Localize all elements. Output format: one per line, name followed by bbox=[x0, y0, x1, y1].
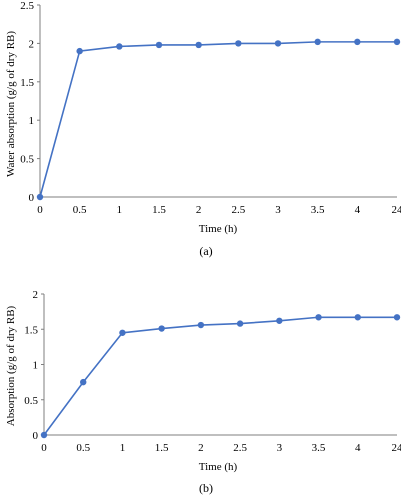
chart-b-data-point bbox=[276, 317, 283, 324]
chart-a-xtick-label: 3.5 bbox=[311, 204, 325, 216]
chart-a-data-point bbox=[116, 43, 123, 50]
chart-a-data-point bbox=[354, 38, 361, 46]
chart-b-data-point bbox=[119, 329, 126, 336]
chart-a-data-point bbox=[76, 47, 83, 55]
chart-b-xtick-label: 0.5 bbox=[76, 442, 90, 454]
chart-b-caption: (b) bbox=[199, 481, 213, 495]
chart-a-xtick-label: 0 bbox=[37, 204, 43, 216]
chart-b-xlabel: Time (h) bbox=[199, 461, 238, 473]
chart-b-data-point bbox=[315, 314, 322, 321]
chart-a-ytick-label: 1.5 bbox=[20, 77, 34, 89]
chart-a-data-point bbox=[195, 41, 202, 49]
chart-b-ytick-label: 1.5 bbox=[24, 324, 38, 336]
chart-b-xtick-label: 1 bbox=[120, 442, 126, 454]
chart-b-series-line bbox=[43, 316, 397, 436]
chart-b-data-point bbox=[354, 314, 361, 321]
chart-b-xtick-label: 24 bbox=[392, 442, 401, 454]
chart-a-ytick-label: 2.5 bbox=[20, 0, 34, 12]
chart-b-ytick-label: 0 bbox=[33, 430, 39, 442]
chart-b-ytick-label: 2 bbox=[33, 289, 39, 301]
chart-a-ytick-label: 2 bbox=[29, 38, 35, 50]
chart-b-data-point bbox=[236, 320, 244, 327]
chart-a-xtick-label: 0.5 bbox=[73, 204, 87, 216]
chart-a-xtick-label: 1 bbox=[117, 204, 123, 216]
chart-a-xtick-label: 4 bbox=[355, 204, 361, 216]
chart-b: Absorption (g/g of dry RB) Time (h) (b) … bbox=[5, 289, 401, 495]
chart-a-xlabel: Time (h) bbox=[199, 223, 238, 235]
chart-a-data-point bbox=[36, 193, 44, 201]
chart-a-data-point bbox=[274, 40, 282, 47]
chart-b-xtick-label: 2 bbox=[198, 442, 204, 454]
chart-a: Water absorption (g/g of dry RB) Time (h… bbox=[5, 0, 401, 258]
chart-a-data-point bbox=[155, 41, 163, 49]
chart-b-xtick-label: 3 bbox=[277, 442, 283, 454]
chart-a-xtick-label: 24 bbox=[392, 204, 401, 216]
chart-b-data-point bbox=[40, 431, 48, 439]
chart-b-xtick-label: 0 bbox=[41, 442, 47, 454]
chart-a-ytick-label: 0 bbox=[29, 192, 35, 204]
chart-a-data-point bbox=[235, 40, 242, 47]
chart-a-ylabel: Water absorption (g/g of dry RB) bbox=[5, 31, 17, 177]
chart-a-data-point bbox=[393, 38, 401, 46]
chart-b-data-point bbox=[197, 321, 205, 329]
chart-a-data-point bbox=[314, 38, 321, 46]
chart-b-ytick-label: 0.5 bbox=[24, 395, 38, 407]
chart-a-ytick-label: 1 bbox=[29, 115, 35, 127]
chart-a-ytick-label: 0.5 bbox=[20, 154, 34, 166]
chart-b-xtick-label: 2.5 bbox=[233, 442, 247, 454]
chart-a-caption: (a) bbox=[199, 244, 212, 258]
chart-a-xtick-label: 2 bbox=[196, 204, 202, 216]
chart-a-xtick-label: 2.5 bbox=[231, 204, 245, 216]
chart-a-xtick-label: 3 bbox=[275, 204, 281, 216]
chart-b-data-point bbox=[80, 378, 87, 386]
chart-b-ytick-label: 1 bbox=[33, 360, 39, 372]
chart-a-xtick-label: 1.5 bbox=[152, 204, 166, 216]
chart-b-xtick-label: 3.5 bbox=[312, 442, 326, 454]
chart-b-data-point bbox=[393, 314, 401, 321]
chart-b-ylabel: Absorption (g/g of dry RB) bbox=[5, 305, 17, 426]
chart-b-xtick-label: 1.5 bbox=[155, 442, 169, 454]
chart-a-series-line bbox=[39, 41, 397, 198]
chart-b-data-point bbox=[158, 325, 165, 332]
chart-b-xtick-label: 4 bbox=[355, 442, 361, 454]
